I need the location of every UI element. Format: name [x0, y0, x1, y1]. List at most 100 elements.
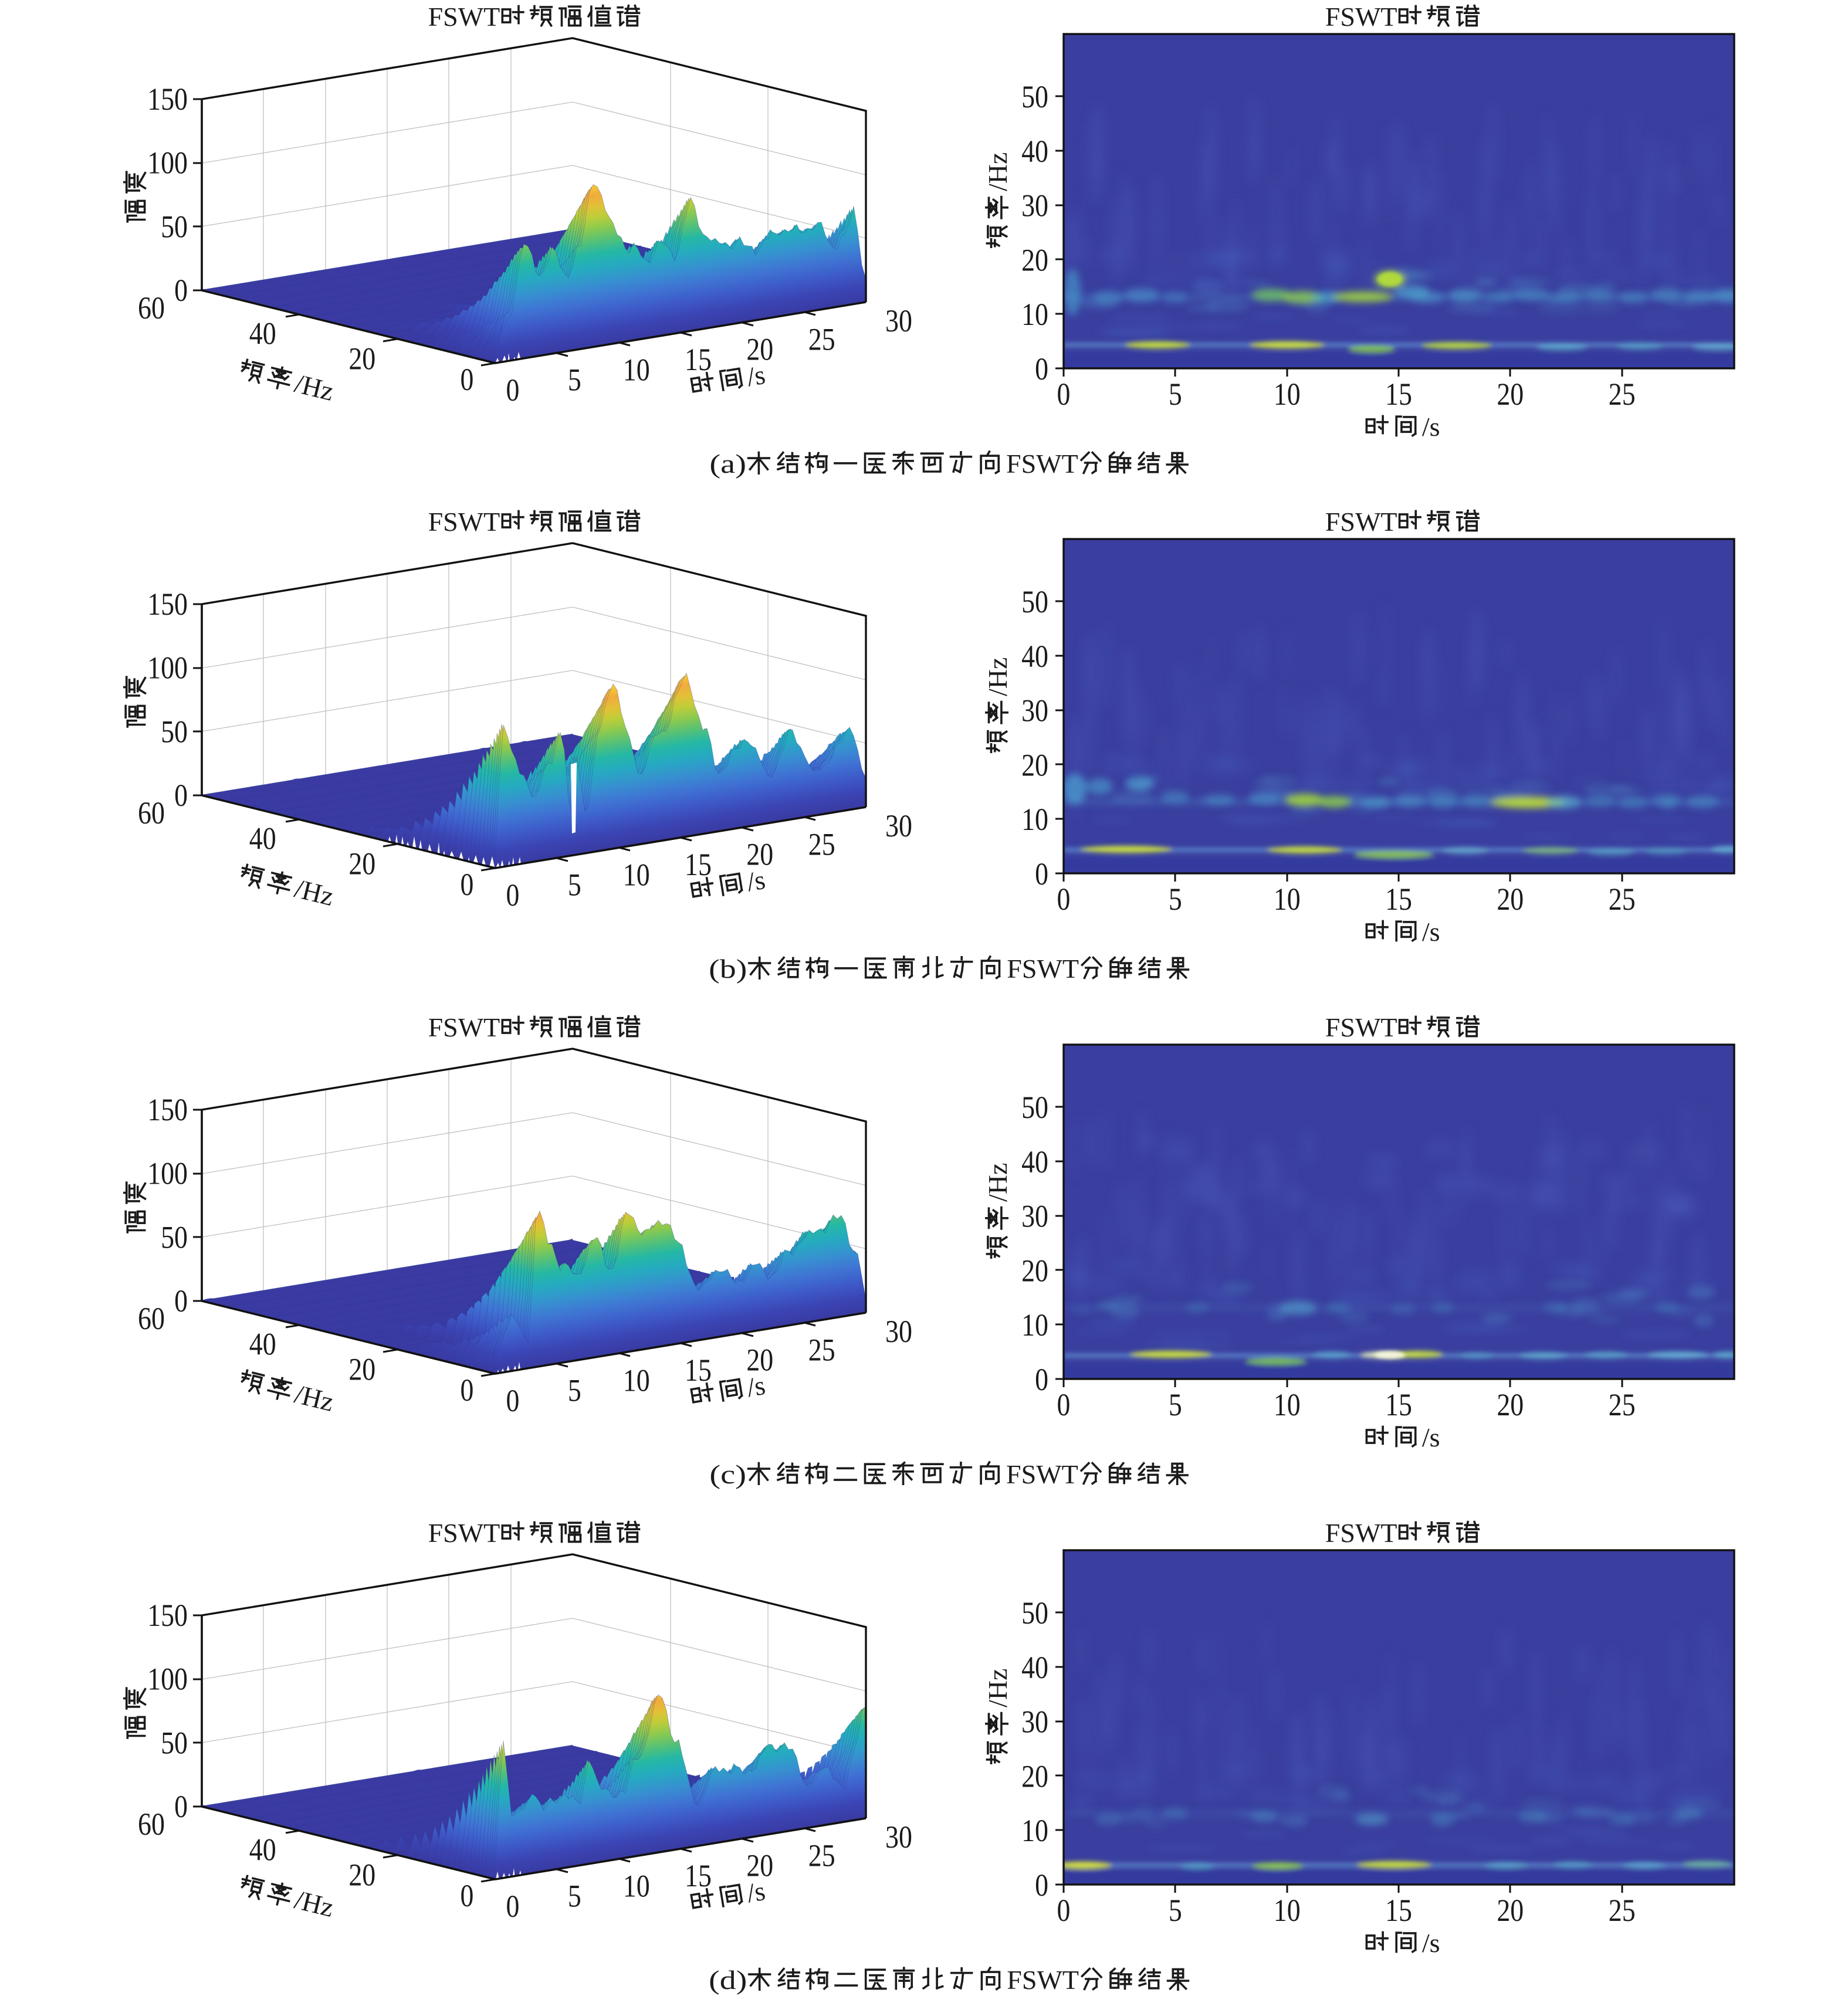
svg-text:50: 50 — [1021, 79, 1048, 114]
svg-text:5: 5 — [568, 362, 581, 398]
svg-text:30: 30 — [1021, 1704, 1048, 1740]
svg-text:5: 5 — [568, 867, 581, 903]
svg-text:40: 40 — [1021, 639, 1048, 674]
svg-text:50: 50 — [161, 209, 188, 244]
svg-text:0: 0 — [1057, 1387, 1071, 1422]
svg-text:20: 20 — [1497, 1893, 1524, 1928]
svg-text:15: 15 — [1385, 1387, 1412, 1422]
svg-text:20: 20 — [348, 846, 375, 882]
svg-text:/Hz: /Hz — [983, 658, 1013, 696]
svg-text:5: 5 — [1169, 377, 1182, 412]
svg-text:20: 20 — [1497, 1387, 1524, 1422]
svg-text:20: 20 — [348, 1352, 375, 1387]
svg-text:0: 0 — [1057, 377, 1071, 412]
svg-text:150: 150 — [147, 1598, 188, 1633]
svg-text:15: 15 — [685, 342, 712, 377]
svg-text:FSWT: FSWT — [1325, 2, 1397, 32]
svg-text:/s: /s — [1422, 917, 1440, 947]
svg-text:150: 150 — [147, 587, 188, 622]
svg-text:40: 40 — [249, 821, 276, 856]
svg-text:0: 0 — [506, 877, 520, 913]
svg-text:25: 25 — [1609, 882, 1636, 917]
svg-text:0: 0 — [461, 867, 474, 902]
svg-text:10: 10 — [1021, 1813, 1048, 1848]
svg-text:5: 5 — [1169, 882, 1182, 917]
svg-text:60: 60 — [138, 290, 165, 326]
svg-text:15: 15 — [685, 1858, 712, 1893]
svg-text:(c): (c) — [709, 1459, 746, 1489]
svg-text:25: 25 — [1609, 377, 1636, 412]
svg-text:50: 50 — [161, 714, 188, 749]
svg-text:10: 10 — [1021, 1307, 1048, 1343]
svg-text:20: 20 — [348, 341, 375, 377]
svg-text:5: 5 — [1169, 1893, 1182, 1928]
svg-text:10: 10 — [1274, 882, 1301, 917]
svg-text:5: 5 — [568, 1879, 581, 1914]
svg-text:10: 10 — [1021, 297, 1048, 332]
svg-text:25: 25 — [1609, 1387, 1636, 1422]
svg-text:100: 100 — [147, 145, 188, 181]
svg-text:FSWT: FSWT — [1006, 449, 1078, 479]
svg-text:20: 20 — [1021, 1758, 1048, 1794]
svg-text:0: 0 — [1057, 1893, 1071, 1928]
svg-text:30: 30 — [885, 303, 912, 338]
svg-text:50: 50 — [1021, 584, 1048, 619]
svg-text:150: 150 — [147, 82, 188, 117]
svg-text:/Hz: /Hz — [983, 1669, 1013, 1707]
svg-text:/s: /s — [1422, 412, 1440, 442]
svg-text:20: 20 — [746, 1343, 773, 1378]
svg-text:0: 0 — [1057, 882, 1071, 917]
svg-text:FSWT: FSWT — [428, 507, 500, 537]
svg-text:20: 20 — [1497, 377, 1524, 412]
svg-text:100: 100 — [147, 650, 188, 686]
svg-text:30: 30 — [1021, 188, 1048, 223]
svg-text:150: 150 — [147, 1092, 188, 1127]
svg-text:10: 10 — [623, 1363, 650, 1398]
svg-text:FSWT: FSWT — [1007, 1965, 1079, 1995]
svg-text:30: 30 — [885, 1819, 912, 1855]
svg-text:25: 25 — [808, 826, 835, 862]
svg-text:10: 10 — [1274, 1893, 1301, 1928]
svg-text:100: 100 — [147, 1662, 188, 1697]
svg-text:5: 5 — [568, 1373, 581, 1408]
svg-text:FSWT: FSWT — [1007, 954, 1079, 984]
svg-text:25: 25 — [808, 1838, 835, 1873]
svg-text:FSWT: FSWT — [1325, 1518, 1397, 1548]
svg-text:FSWT: FSWT — [428, 1012, 500, 1042]
svg-text:0: 0 — [174, 1789, 188, 1824]
svg-text:10: 10 — [1274, 1387, 1301, 1422]
svg-text:30: 30 — [885, 1314, 912, 1349]
svg-text:50: 50 — [161, 1219, 188, 1255]
svg-text:100: 100 — [147, 1156, 188, 1191]
svg-text:20: 20 — [1497, 882, 1524, 917]
svg-text:/s: /s — [1422, 1928, 1440, 1958]
svg-text:30: 30 — [1021, 693, 1048, 728]
svg-text:(d): (d) — [709, 1965, 747, 1995]
svg-text:0: 0 — [174, 1283, 188, 1319]
svg-text:FSWT: FSWT — [1006, 1459, 1078, 1489]
svg-text:50: 50 — [161, 1725, 188, 1760]
svg-text:0: 0 — [461, 1878, 474, 1913]
svg-text:30: 30 — [885, 808, 912, 843]
svg-text:5: 5 — [1169, 1387, 1182, 1422]
svg-text:10: 10 — [1021, 802, 1048, 837]
svg-text:20: 20 — [1021, 747, 1048, 782]
svg-text:50: 50 — [1021, 1595, 1048, 1631]
svg-text:40: 40 — [249, 316, 276, 351]
svg-text:30: 30 — [1021, 1199, 1048, 1234]
svg-text:60: 60 — [138, 1807, 165, 1842]
svg-text:20: 20 — [746, 837, 773, 872]
svg-text:60: 60 — [138, 1301, 165, 1336]
svg-text:15: 15 — [685, 847, 712, 882]
svg-text:20: 20 — [746, 332, 773, 367]
svg-text:40: 40 — [249, 1832, 276, 1867]
svg-text:0: 0 — [174, 273, 188, 308]
svg-text:25: 25 — [808, 1332, 835, 1367]
svg-text:FSWT: FSWT — [428, 1518, 500, 1548]
svg-text:(a): (a) — [709, 449, 746, 479]
svg-text:FSWT: FSWT — [428, 2, 500, 32]
svg-text:FSWT: FSWT — [1325, 507, 1397, 537]
svg-text:50: 50 — [1021, 1090, 1048, 1125]
svg-text:20: 20 — [1021, 242, 1048, 277]
svg-text:0: 0 — [506, 372, 520, 408]
